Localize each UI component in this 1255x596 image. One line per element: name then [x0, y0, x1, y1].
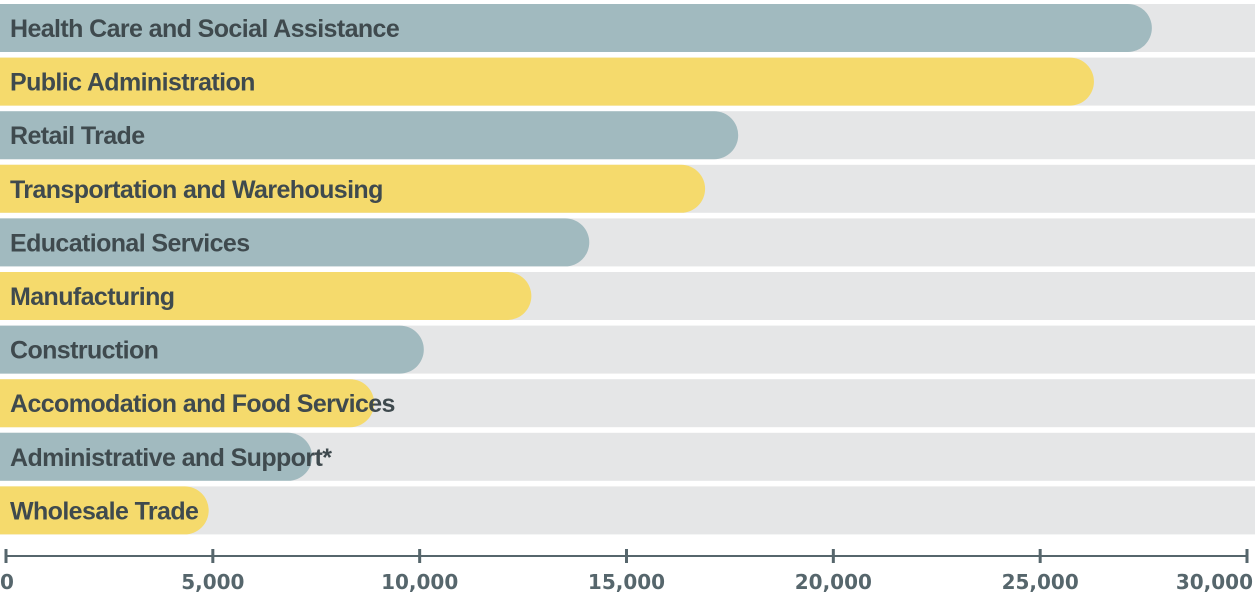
bar — [0, 57, 1094, 106]
bar — [0, 486, 209, 535]
x-axis: 0 5,000 10,000 15,000 20,000 25,000 30,000 — [0, 549, 1253, 594]
x-tick-label: 25,000 — [1002, 570, 1079, 594]
bar-label: Manufacturing — [10, 283, 174, 311]
x-tick-label: 15,000 — [588, 570, 665, 594]
bar — [0, 218, 590, 267]
bar-label: Transportation and Warehousing — [10, 176, 383, 204]
x-tick-label: 5,000 — [181, 570, 244, 594]
x-tick-label: 0 — [0, 570, 14, 594]
bar-label: Educational Services — [10, 229, 250, 257]
bars-group: Health Care and Social Assistance Public … — [0, 4, 1255, 535]
bar-label: Construction — [10, 337, 158, 365]
bar-label: Wholesale Trade — [10, 497, 199, 525]
x-tick-label: 30,000 — [1176, 570, 1253, 594]
bar — [0, 164, 706, 213]
bar-label: Retail Trade — [10, 122, 145, 150]
x-tick-label: 10,000 — [381, 570, 458, 594]
bar-label: Administrative and Support* — [10, 444, 332, 472]
bar — [0, 432, 313, 481]
bar-label: Public Administration — [10, 69, 255, 97]
bar — [0, 272, 532, 320]
x-tick-label: 20,000 — [795, 570, 872, 594]
bar — [0, 325, 424, 374]
bar — [0, 379, 375, 428]
bar — [0, 111, 739, 160]
bar-label: Accomodation and Food Services — [10, 390, 395, 418]
bar-track — [0, 486, 1255, 535]
bar-label: Health Care and Social Assistance — [10, 15, 400, 43]
bar — [0, 4, 1152, 52]
